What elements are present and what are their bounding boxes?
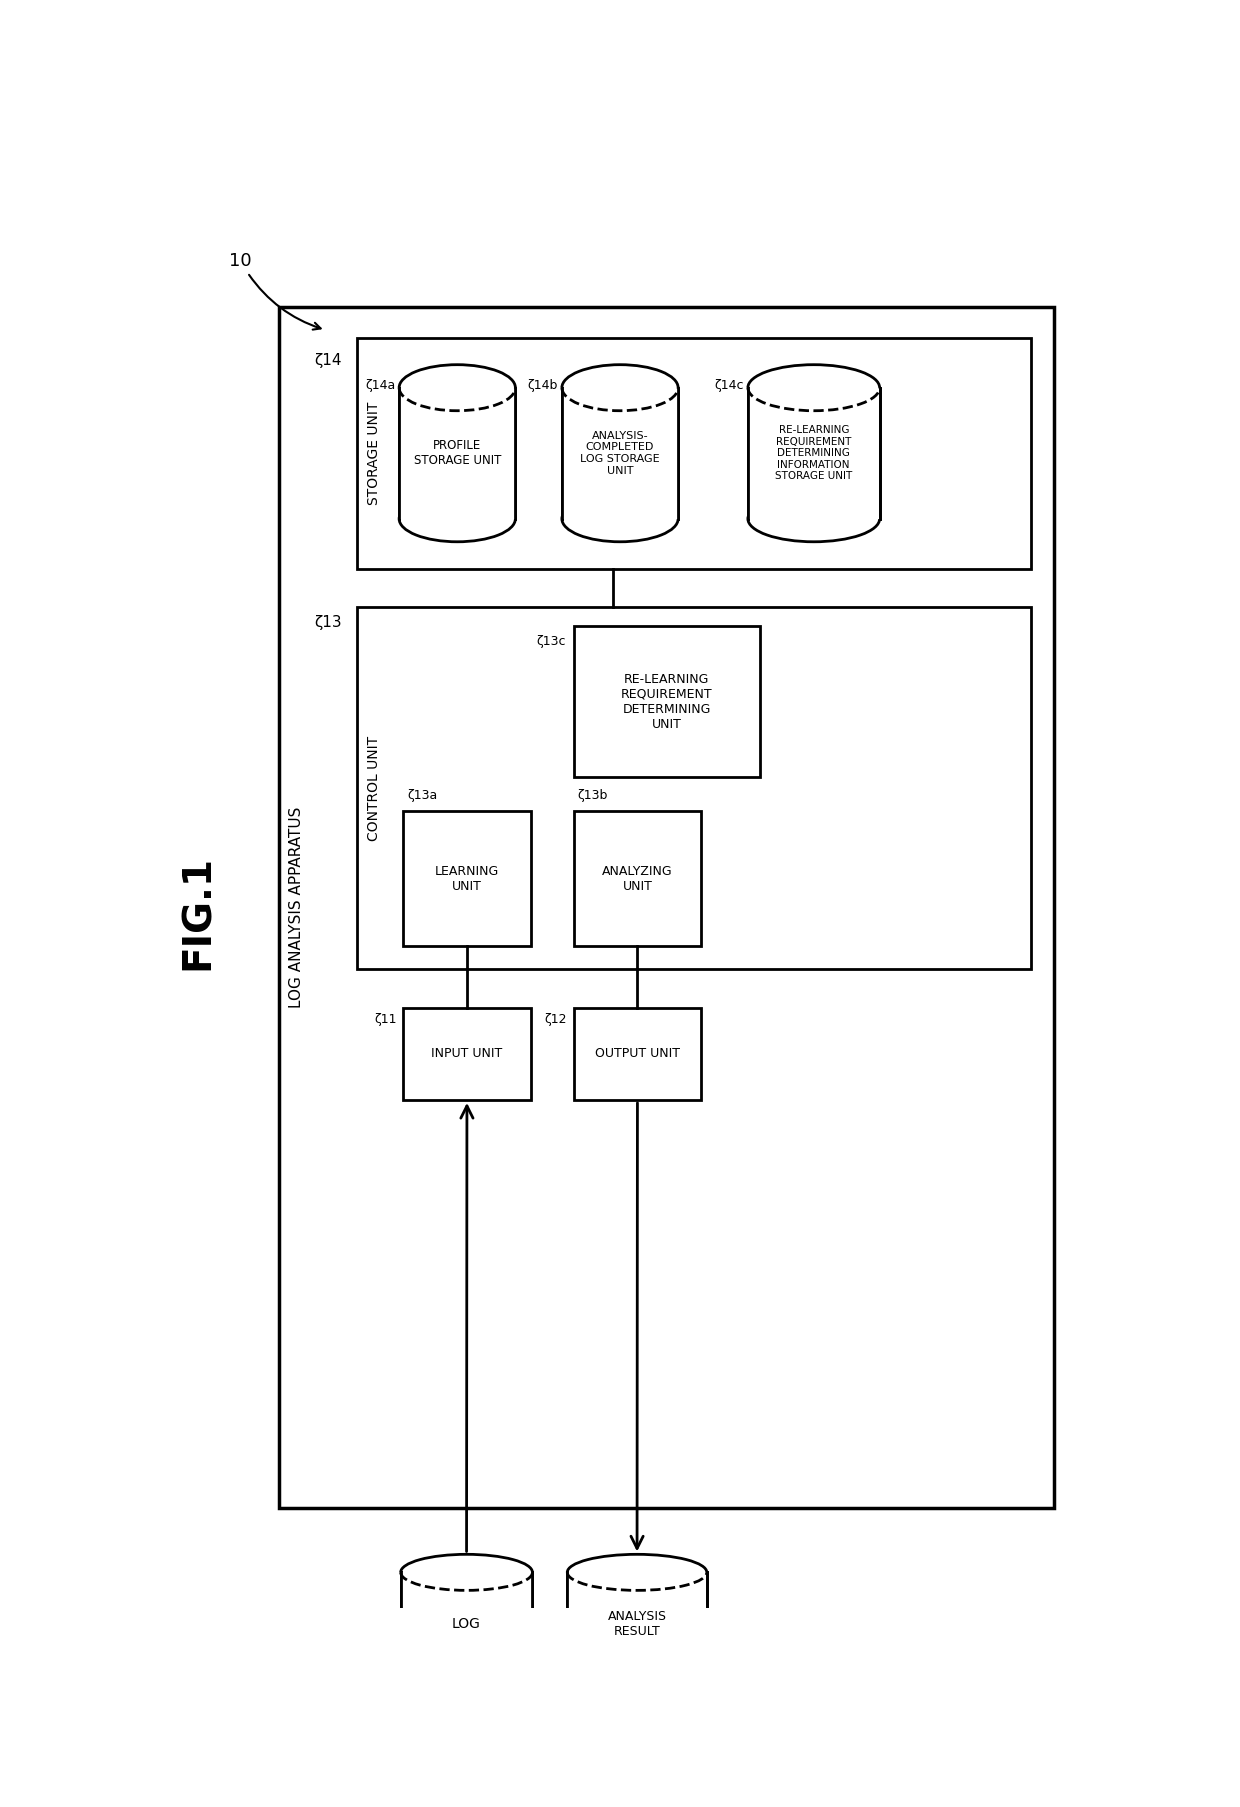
Text: LOG: LOG (453, 1617, 481, 1630)
Text: STORAGE UNIT: STORAGE UNIT (367, 401, 381, 504)
Text: ANALYSIS-
COMPLETED
LOG STORAGE
UNIT: ANALYSIS- COMPLETED LOG STORAGE UNIT (580, 430, 660, 475)
Text: LOG ANALYSIS APPARATUS: LOG ANALYSIS APPARATUS (289, 808, 304, 1008)
Text: OUTPUT UNIT: OUTPUT UNIT (595, 1048, 680, 1061)
Bar (573, 627, 759, 777)
Ellipse shape (399, 495, 516, 542)
Text: RE-LEARNING
REQUIREMENT
DETERMINING
INFORMATION
STORAGE UNIT: RE-LEARNING REQUIREMENT DETERMINING INFO… (775, 425, 852, 481)
Text: 10: 10 (229, 251, 321, 329)
Bar (748, 389, 879, 519)
Text: FIG.1: FIG.1 (179, 855, 217, 970)
Bar (403, 1008, 531, 1100)
Bar (567, 1572, 707, 1675)
Bar (279, 307, 1054, 1509)
Bar (748, 389, 879, 519)
Text: ζ14: ζ14 (314, 352, 341, 369)
Ellipse shape (748, 495, 879, 542)
Text: ζ13b: ζ13b (578, 790, 608, 802)
Text: ζ12: ζ12 (544, 1012, 567, 1026)
Bar (573, 811, 702, 947)
Text: ANALYSIS
RESULT: ANALYSIS RESULT (608, 1610, 667, 1637)
Ellipse shape (401, 1657, 532, 1693)
Bar (401, 1572, 532, 1675)
Bar (401, 1572, 532, 1675)
Text: LEARNING
UNIT: LEARNING UNIT (435, 866, 498, 893)
Text: ζ14a: ζ14a (365, 379, 396, 392)
Text: ANALYZING
UNIT: ANALYZING UNIT (603, 866, 673, 893)
Text: ζ11: ζ11 (374, 1012, 397, 1026)
Text: PROFILE
STORAGE UNIT: PROFILE STORAGE UNIT (414, 439, 501, 468)
Bar (357, 338, 1030, 569)
Text: INPUT UNIT: INPUT UNIT (432, 1048, 502, 1061)
Bar (573, 1008, 702, 1100)
Bar (562, 389, 678, 519)
Bar (403, 811, 531, 947)
Text: ζ14c: ζ14c (714, 379, 744, 392)
Text: ζ14b: ζ14b (528, 379, 558, 392)
Ellipse shape (567, 1657, 707, 1693)
Text: ζ13a: ζ13a (407, 790, 438, 802)
Bar (568, 1572, 707, 1675)
Bar (357, 607, 1030, 969)
Text: ζ13: ζ13 (314, 614, 341, 631)
Text: CONTROL UNIT: CONTROL UNIT (367, 735, 381, 840)
Bar (399, 389, 516, 519)
Bar (562, 389, 678, 519)
Text: ζ13c: ζ13c (536, 636, 565, 649)
Ellipse shape (562, 495, 678, 542)
Bar (399, 389, 515, 519)
Text: RE-LEARNING
REQUIREMENT
DETERMINING
UNIT: RE-LEARNING REQUIREMENT DETERMINING UNIT (621, 672, 712, 730)
